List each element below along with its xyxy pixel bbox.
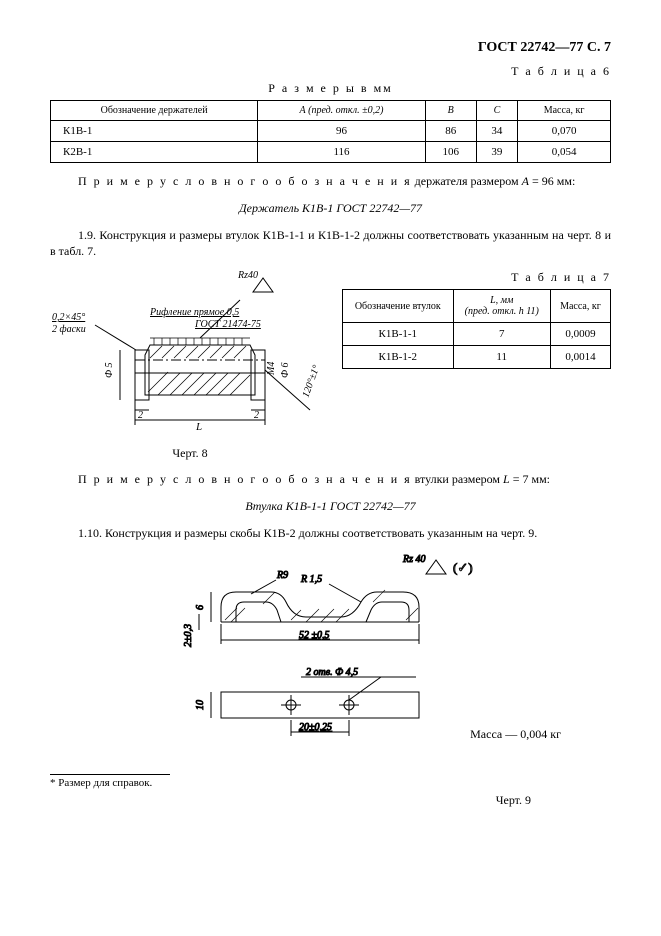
fig8-chamfer2: 2 фаски <box>52 324 86 335</box>
example2-rest: втулки размером <box>412 472 503 486</box>
fig8-chamfer: 0,2×45° <box>52 312 85 323</box>
td: 106 <box>425 142 476 163</box>
td: 39 <box>476 142 517 163</box>
doc-reference: ГОСТ 22742—77 С. 7 <box>50 40 611 56</box>
table6-label: Т а б л и ц а 6 <box>50 64 611 79</box>
example2-eq: = 7 мм: <box>510 472 550 486</box>
fig9-p20: 20±0,25 <box>299 722 332 733</box>
example1-line: П р и м е р у с л о в н о г о о б о з н … <box>50 173 611 190</box>
td: 34 <box>476 121 517 142</box>
example1-rest: держателя размером <box>412 174 522 188</box>
example1-eq: = 96 мм: <box>529 174 575 188</box>
fig9-holes: 2 отв. Ф 4,5 <box>306 667 358 678</box>
fig8-knurl1: Рифление прямое 0,5 <box>149 307 239 318</box>
para-1-10: 1.10. Конструкция и размеры скобы К1В-2 … <box>50 525 611 542</box>
fig9-drawing: Rz 40 (✓) R9 R 1,5 6 2±0,3 <box>181 552 481 762</box>
td: 0,0014 <box>550 346 610 369</box>
fig9-mass: Масса — 0,004 кг <box>470 727 561 742</box>
td: 0,070 <box>518 121 611 142</box>
page: ГОСТ 22742—77 С. 7 Т а б л и ц а 6 Р а з… <box>0 0 661 936</box>
fig9-w52: 52 ±0,5 <box>299 630 330 641</box>
td: К1В-1-1 <box>343 323 454 346</box>
fig8-2a: 2 <box>138 410 143 421</box>
fig8-2b: 2 <box>254 410 259 421</box>
table-row: Обозначение держателей А (пред. откл. ±0… <box>51 101 611 121</box>
example2-lead: П р и м е р у с л о в н о г о о б о з н … <box>78 472 412 486</box>
td: К1В-1 <box>51 121 258 142</box>
table-row: Обозначение втулок L, мм (пред. откл. h … <box>343 290 611 323</box>
fig8-drawing: Rz40 0,2×45° 2 фаски Рифление прямое 0,5… <box>50 270 330 440</box>
fig8-knurl2: ГОСТ 21474-75 <box>194 319 261 330</box>
td: 7 <box>453 323 550 346</box>
table6: Обозначение держателей А (пред. откл. ±0… <box>50 100 611 163</box>
fig8-m4: М4 <box>266 362 277 376</box>
fig9-rz: Rz 40 <box>402 554 426 565</box>
fig8-and-table7: Rz40 0,2×45° 2 фаски Рифление прямое 0,5… <box>50 270 611 461</box>
fig9-t2: 2±0,3 <box>183 624 194 647</box>
table-row: К2В-1 116 106 39 0,054 <box>51 142 611 163</box>
table-row: К1В-1 96 86 34 0,070 <box>51 121 611 142</box>
footnote-rule <box>50 774 170 775</box>
fig9-caption: Черт. 9 <box>50 793 531 808</box>
table6-caption: Р а з м е р ы в мм <box>50 81 611 96</box>
fig8-d6: Ф 6 <box>280 363 291 379</box>
td: К2В-1 <box>51 142 258 163</box>
example2-designation: Втулка К1В-1-1 ГОСТ 22742—77 <box>50 498 611 515</box>
td: 0,054 <box>518 142 611 163</box>
td: 86 <box>425 121 476 142</box>
th: Обозначение держателей <box>51 101 258 121</box>
fig8-d5: Ф 5 <box>104 363 115 379</box>
th: А (пред. откл. ±0,2) <box>258 101 426 121</box>
th: L, мм (пред. откл. h 11) <box>453 290 550 323</box>
fig9-h6: 6 <box>195 605 206 610</box>
footnote: * Размер для справок. <box>50 777 611 789</box>
th: Масса, кг <box>550 290 610 323</box>
table7-wrap: Т а б л и ц а 7 Обозначение втулок L, мм… <box>342 270 611 369</box>
fig9-r15: R 1,5 <box>300 574 322 585</box>
th: Обозначение втулок <box>343 290 454 323</box>
fig8-L: L <box>195 421 202 433</box>
example1-designation: Держатель К1В-1 ГОСТ 22742—77 <box>50 200 611 217</box>
fig8-ang: 120°±1° <box>300 364 322 399</box>
example1-var: А <box>522 174 529 188</box>
table-row: К1В-1-2 11 0,0014 <box>343 346 611 369</box>
example2-var: L <box>503 472 510 486</box>
table-row: К1В-1-1 7 0,0009 <box>343 323 611 346</box>
td: 0,0009 <box>550 323 610 346</box>
fig8-caption: Черт. 8 <box>50 446 330 461</box>
td: 116 <box>258 142 426 163</box>
fig9-check-paren: (✓) <box>453 560 473 575</box>
para-1-9: 1.9. Конструкция и размеры втулок К1В-1-… <box>50 227 611 261</box>
fig8-rz-label: Rz40 <box>237 270 258 281</box>
th: В <box>425 101 476 121</box>
td: К1В-1-2 <box>343 346 454 369</box>
fig9-region: Rz 40 (✓) R9 R 1,5 6 2±0,3 <box>50 552 611 762</box>
td: 11 <box>453 346 550 369</box>
fig9-h10: 10 <box>195 700 206 710</box>
th: Масса, кг <box>518 101 611 121</box>
example2-line: П р и м е р у с л о в н о г о о б о з н … <box>50 471 611 488</box>
fig8-wrap: Rz40 0,2×45° 2 фаски Рифление прямое 0,5… <box>50 270 330 461</box>
table7-label: Т а б л и ц а 7 <box>342 270 611 285</box>
td: 96 <box>258 121 426 142</box>
example1-lead: П р и м е р у с л о в н о г о о б о з н … <box>78 174 412 188</box>
table7: Обозначение втулок L, мм (пред. откл. h … <box>342 289 611 369</box>
th: С <box>476 101 517 121</box>
fig9-r9: R9 <box>276 570 288 581</box>
